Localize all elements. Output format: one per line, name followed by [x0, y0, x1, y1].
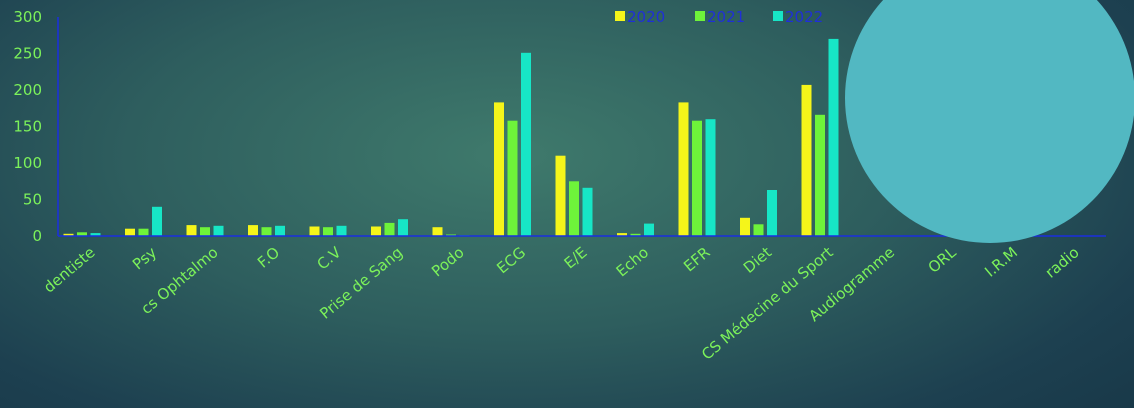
- x-category-label: ORL: [925, 243, 960, 277]
- bar-2021-9: [569, 181, 579, 237]
- bar-2021-4: [261, 227, 272, 236]
- y-tick-labels: 0 50 100 150 200 250 300: [13, 8, 42, 245]
- x-category-label: Echo: [613, 243, 652, 280]
- legend: 2020 2021 2022: [615, 8, 823, 26]
- legend-swatch-2021: [695, 11, 705, 21]
- bar-2021-2: [138, 228, 149, 236]
- bar-2022-9: [582, 187, 593, 236]
- y-tick-label: 200: [13, 81, 42, 99]
- decorative-circle: [845, 0, 1134, 243]
- axes-layer: [57, 17, 1106, 237]
- x-category-label: EFR: [680, 243, 713, 275]
- bar-2021-6: [384, 222, 395, 236]
- bar-2020-2: [125, 228, 135, 236]
- bar-2022-6: [398, 219, 408, 236]
- bar-2020-13: [801, 84, 812, 237]
- bar-2020-4: [248, 225, 258, 236]
- x-category-label: C.V: [313, 243, 345, 274]
- y-tick-label: 150: [13, 118, 42, 136]
- y-tick-label: 0: [32, 227, 42, 245]
- bar-2020-12: [740, 217, 750, 237]
- y-tick-label: 100: [13, 154, 42, 172]
- bar-2021-5: [323, 227, 333, 236]
- bar-2021-1: [77, 232, 87, 236]
- bar-2020-9: [555, 155, 566, 236]
- x-category-label: Diet: [740, 243, 775, 277]
- bar-2022-8: [521, 52, 531, 236]
- legend-label-2022: 2022: [785, 8, 823, 26]
- bar-2020-7: [432, 227, 443, 236]
- x-category-label: dentiste: [40, 243, 98, 296]
- bar-2022-12: [767, 190, 777, 236]
- x-category-label: I.R.M: [981, 243, 1021, 280]
- legend-swatch-2022: [773, 11, 783, 21]
- bar-2021-3: [200, 227, 210, 236]
- x-category-label: E/E: [561, 243, 591, 272]
- legend-label-2020: 2020: [627, 8, 665, 26]
- bar-2022-1: [90, 233, 101, 236]
- bar-2022-10: [644, 223, 654, 236]
- x-category-label: F.O: [254, 243, 283, 271]
- legend-label-2021: 2021: [707, 8, 745, 26]
- bar-2020-11: [678, 102, 689, 237]
- overlay-layer: [845, 0, 1134, 243]
- y-tick-label: 50: [23, 191, 42, 209]
- bar-2022-4: [275, 225, 285, 236]
- bar-2022-2: [152, 206, 162, 236]
- bar-2021-12: [753, 224, 764, 236]
- y-tick-label: 250: [13, 45, 42, 63]
- bar-2021-13: [815, 114, 825, 236]
- x-category-label: Podo: [428, 243, 467, 280]
- bar-2020-8: [494, 102, 504, 237]
- bar-2020-6: [371, 226, 381, 236]
- legend-swatch-2020: [615, 11, 625, 21]
- bar-2020-3: [186, 225, 197, 236]
- y-tick-label: 300: [13, 8, 42, 26]
- x-category-label: radio: [1042, 243, 1083, 281]
- bar-2022-3: [213, 225, 224, 236]
- bar-2020-1: [63, 233, 74, 236]
- x-category-label: Psy: [129, 243, 160, 273]
- x-category-label: ECG: [493, 243, 529, 277]
- bar-2021-10: [630, 233, 641, 236]
- bar-2022-13: [828, 38, 839, 237]
- bar-2021-11: [692, 120, 702, 236]
- bar-2021-8: [507, 120, 518, 236]
- bar-2020-10: [617, 233, 627, 236]
- bar-2020-5: [309, 226, 320, 236]
- bar-2022-5: [336, 225, 347, 236]
- bar-2022-11: [705, 119, 716, 236]
